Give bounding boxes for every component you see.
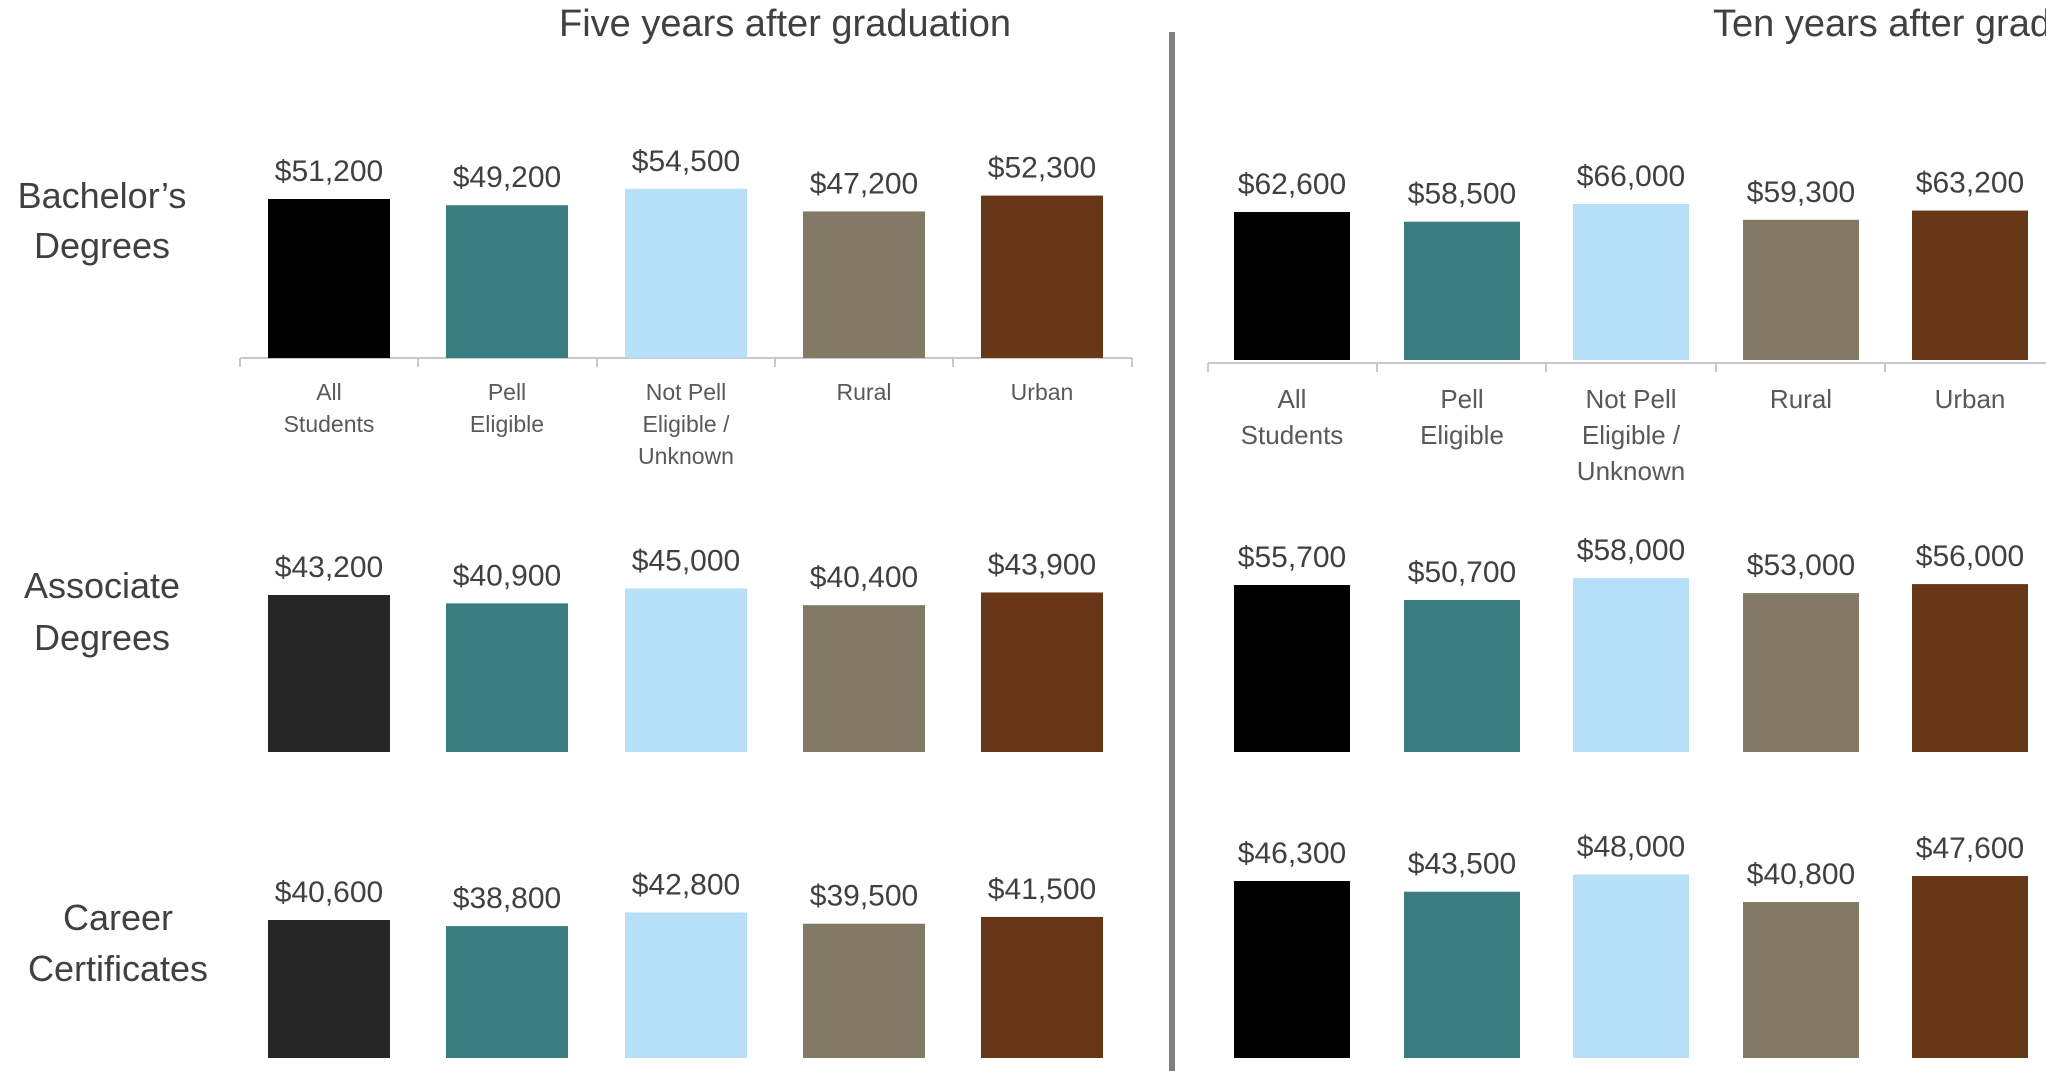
bar-urban (981, 916, 1103, 1058)
category-label-3: Rural (837, 379, 892, 405)
data-label: $40,600 (275, 876, 383, 909)
panel-title-0: Five years after graduation (559, 3, 1011, 45)
data-label: $48,000 (1577, 831, 1685, 864)
bar-urban (1912, 210, 2028, 360)
data-label: $50,700 (1408, 556, 1516, 589)
data-label: $58,000 (1577, 534, 1685, 567)
category-label-0: All Students (284, 379, 375, 437)
data-label: $45,000 (632, 544, 740, 577)
data-label: $52,300 (988, 152, 1096, 185)
bar-rural (1743, 902, 1859, 1058)
bar-rural (803, 211, 925, 358)
data-label: $63,200 (1916, 167, 2024, 200)
data-label: $55,700 (1238, 541, 1346, 574)
panel-title-1: Ten years after grad (1713, 3, 2046, 45)
data-label: $54,500 (632, 145, 740, 178)
data-label: $59,300 (1747, 176, 1855, 209)
data-label: $42,800 (632, 869, 740, 902)
data-label: $41,500 (988, 873, 1096, 906)
bar-urban (1912, 584, 2028, 752)
row-label-2: Career Certificates (28, 897, 208, 989)
bar-urban (1912, 876, 2028, 1058)
bar-all-students (268, 595, 390, 752)
data-label: $43,500 (1408, 848, 1516, 881)
bar-pell-eligible (1404, 891, 1520, 1058)
data-label: $40,400 (810, 561, 918, 594)
data-label: $40,900 (453, 559, 561, 592)
bar-all-students (268, 199, 390, 358)
bar-urban (981, 195, 1103, 358)
data-label: $40,800 (1747, 858, 1855, 891)
bar-pell-eligible (446, 205, 568, 358)
data-label: $62,600 (1238, 168, 1346, 201)
data-label: $56,000 (1916, 540, 2024, 573)
row-label-0: Bachelor’s Degrees (18, 175, 187, 266)
bar-pell-eligible (1404, 221, 1520, 360)
data-label: $66,000 (1577, 160, 1685, 193)
bar-pell-eligible (446, 926, 568, 1058)
category-label-3: Rural (1770, 384, 1832, 414)
data-label: $39,500 (810, 880, 918, 913)
category-label-4: Urban (1935, 384, 2006, 414)
bar-not-pell-eligible (625, 912, 747, 1058)
row-label-1: Associate Degrees (24, 565, 180, 658)
bar-rural (1743, 593, 1859, 752)
data-label: $58,500 (1408, 178, 1516, 211)
bar-rural (803, 923, 925, 1058)
bar-rural (803, 605, 925, 752)
data-label: $47,600 (1916, 832, 2024, 865)
bar-all-students (1234, 212, 1350, 360)
category-label-2: Not Pell Eligible / Unknown (638, 379, 734, 469)
bar-pell-eligible (1404, 599, 1520, 752)
bar-all-students (1234, 881, 1350, 1058)
bar-not-pell-eligible (625, 188, 747, 358)
category-label-1: Pell Eligible (470, 379, 544, 437)
data-label: $49,200 (453, 161, 561, 194)
category-label-2: Not Pell Eligible / Unknown (1577, 384, 1685, 486)
data-label: $46,300 (1238, 837, 1346, 870)
bar-rural (1743, 219, 1859, 360)
bar-urban (981, 592, 1103, 752)
data-label: $43,900 (988, 548, 1096, 581)
category-label-4: Urban (1011, 379, 1074, 405)
data-label: $53,000 (1747, 549, 1855, 582)
bar-all-students (1234, 585, 1350, 752)
bar-not-pell-eligible (1573, 578, 1689, 752)
bar-not-pell-eligible (625, 588, 747, 752)
category-label-1: Pell Eligible (1420, 384, 1504, 450)
bar-all-students (268, 920, 390, 1058)
bar-not-pell-eligible (1573, 874, 1689, 1058)
data-label: $38,800 (453, 882, 561, 915)
data-label: $51,200 (275, 155, 383, 188)
data-label: $47,200 (810, 167, 918, 200)
bar-pell-eligible (446, 603, 568, 752)
category-label-0: All Students (1241, 384, 1344, 450)
bar-not-pell-eligible (1573, 203, 1689, 360)
data-label: $43,200 (275, 551, 383, 584)
